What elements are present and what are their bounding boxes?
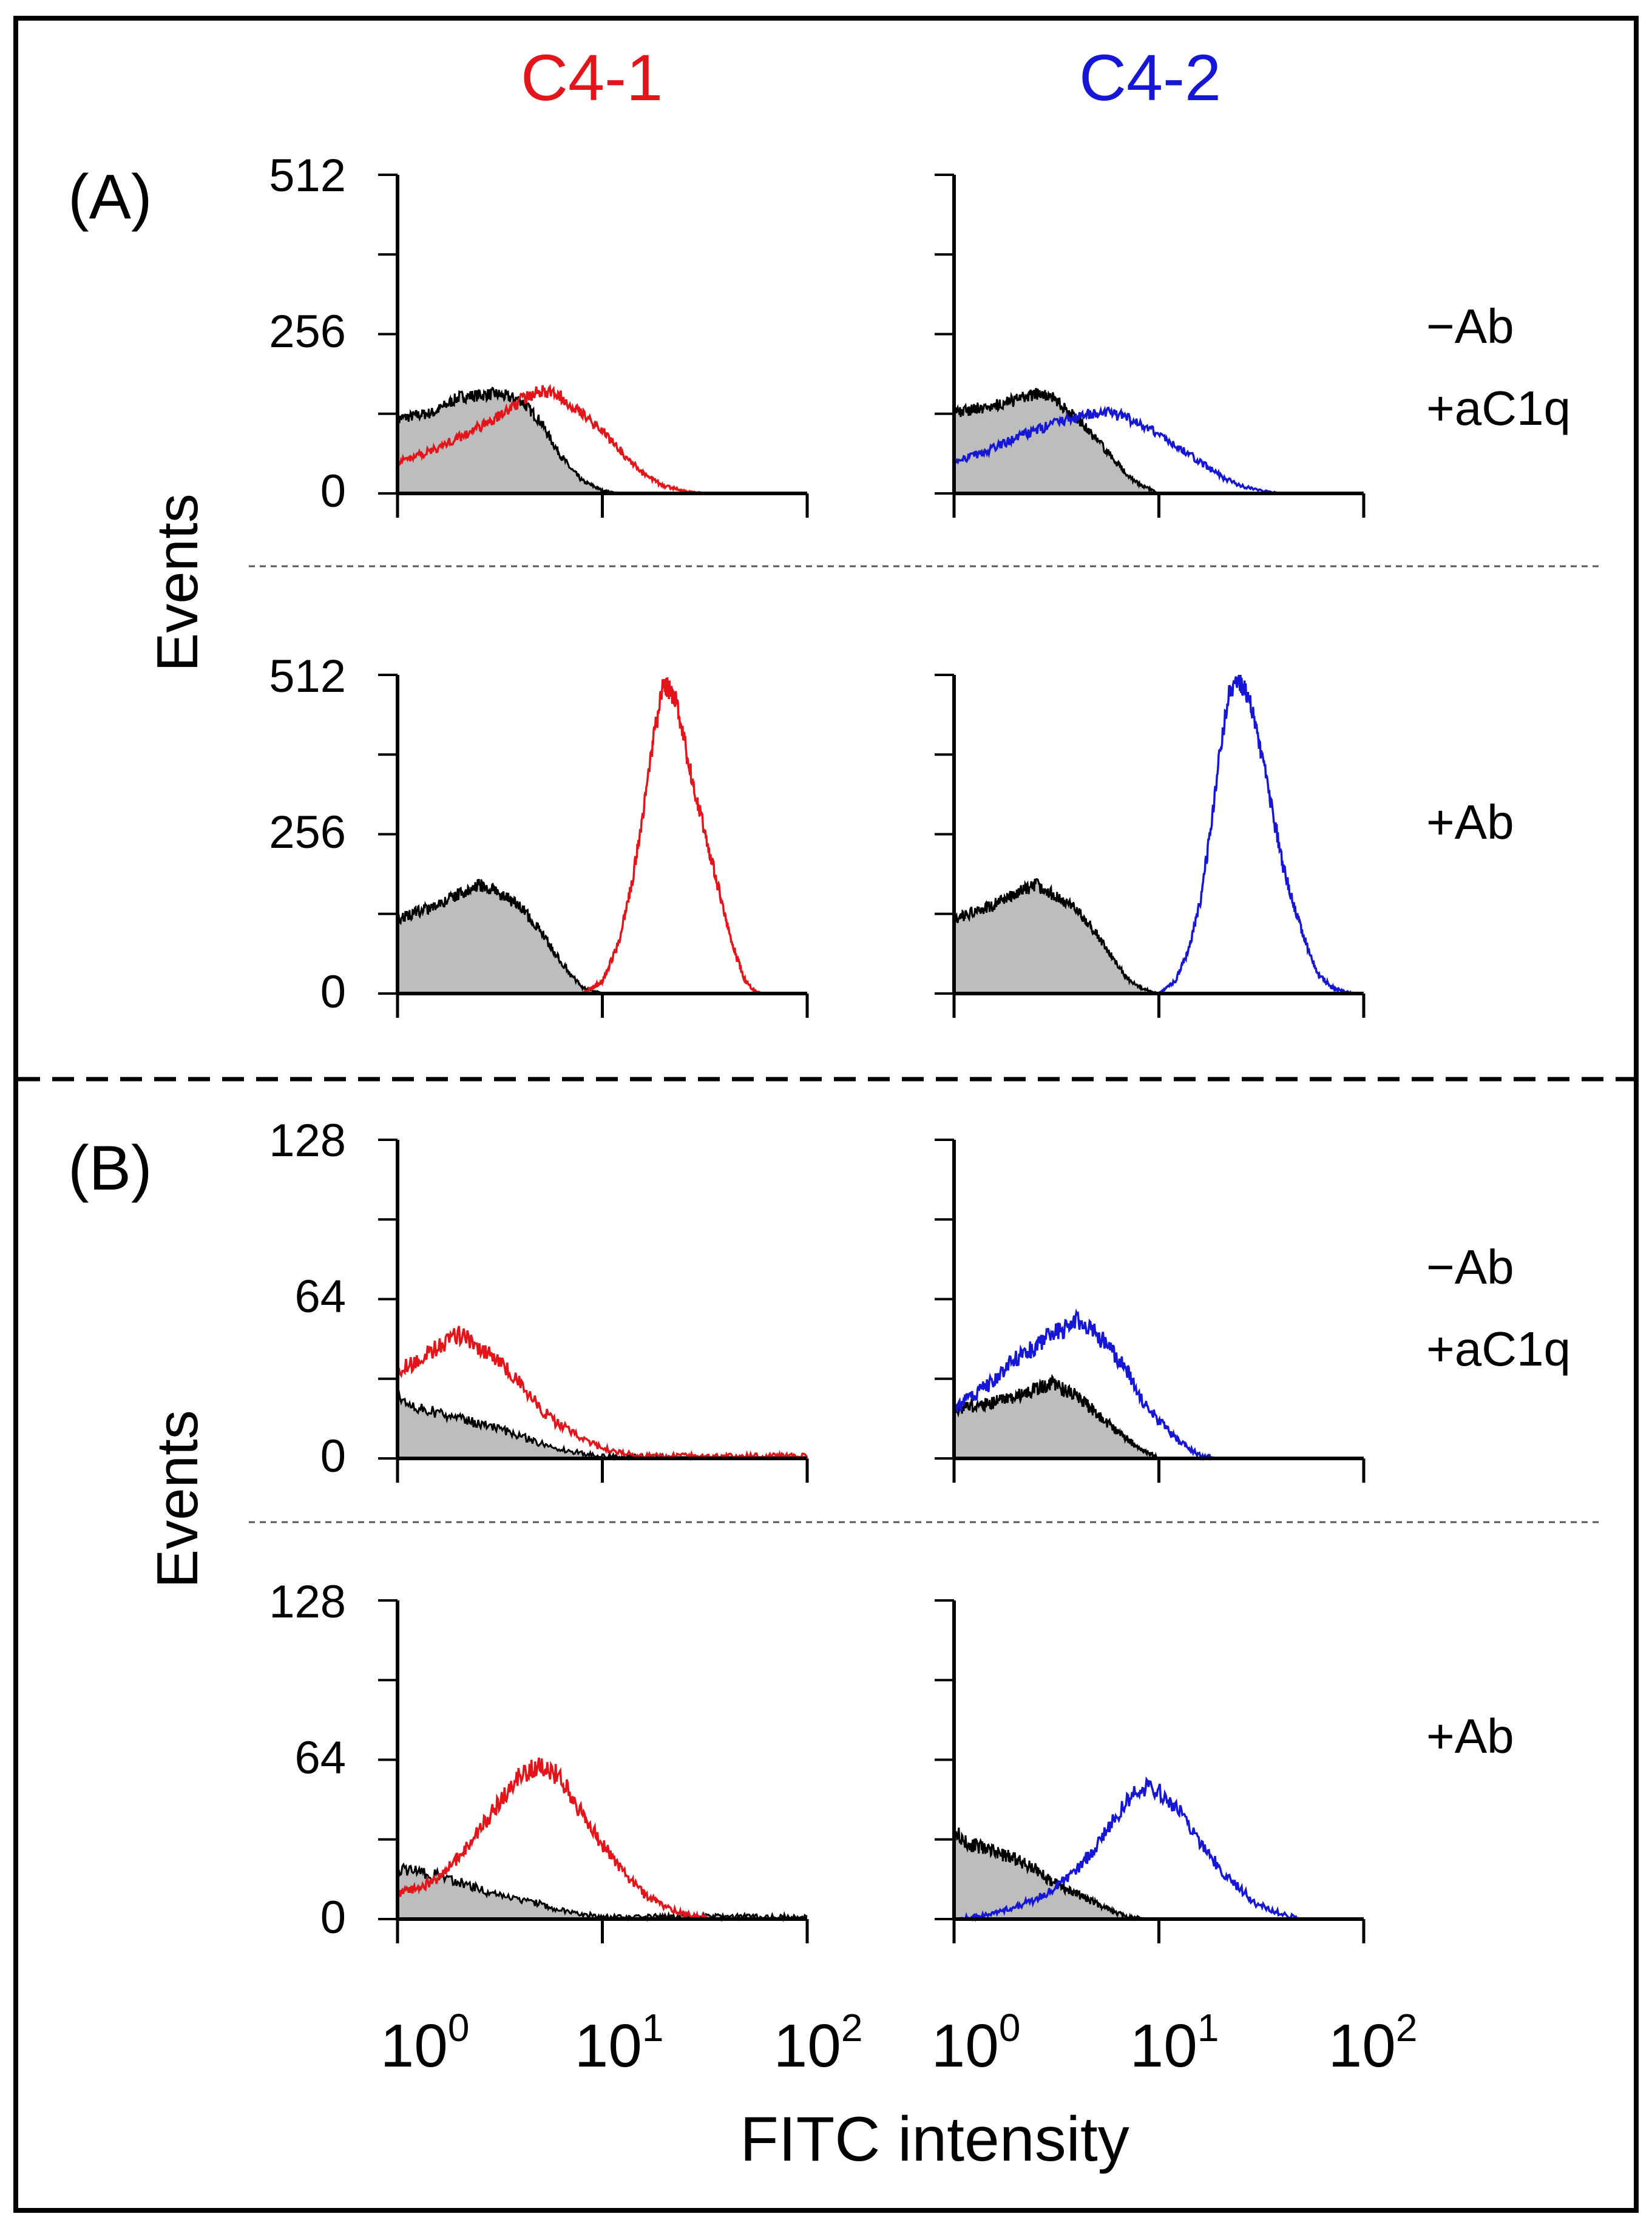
- x-tick-label-c4-1-1e0: 100: [381, 2006, 470, 2080]
- condition-label-a-top-line1: −Ab: [1426, 299, 1514, 353]
- condition-label-b-top-line2: +aC1q: [1426, 1322, 1571, 1376]
- y-tick-label-a-top-512: 512: [269, 150, 346, 201]
- sample-histogram-line-c4-2: [953, 405, 1282, 495]
- y-tick-label-a-bottom-0: 0: [320, 966, 346, 1018]
- y-tick-label-a-bottom-512: 512: [269, 651, 346, 702]
- histogram-b-plus-ab-c4-1: [378, 1599, 809, 1943]
- control-histogram-fill: [398, 1864, 807, 1919]
- x-tick-base: 10: [381, 2012, 448, 2080]
- x-tick-exp: 2: [1396, 2006, 1418, 2050]
- x-tick-exp: 1: [1197, 2006, 1219, 2050]
- x-axis-title: FITC intensity: [740, 2104, 1129, 2175]
- y-tick-label-b-bottom-128: 128: [269, 1576, 346, 1628]
- x-tick-base: 10: [774, 2012, 841, 2080]
- x-tick-label-c4-1-1e1: 101: [575, 2006, 664, 2080]
- x-tick-label-c4-1-1e2: 102: [774, 2006, 863, 2080]
- y-tick-label-b-bottom-0: 0: [320, 1892, 346, 1943]
- control-histogram-line: [953, 878, 1159, 995]
- histogram-a-plus-ab-c4-1: [378, 674, 809, 1018]
- y-tick-label-a-bottom-256: 256: [269, 807, 346, 858]
- x-tick-exp: 0: [448, 2006, 470, 2050]
- histogram-b-minus-ab-plus-ac1q-c4-2: [935, 1139, 1366, 1483]
- sample-histogram-line-c4-1: [582, 677, 762, 995]
- control-histogram-fill: [954, 878, 1159, 994]
- control-histogram-line: [953, 1373, 1160, 1460]
- x-tick-label-c4-2-1e1: 101: [1130, 2006, 1219, 2080]
- x-tick-exp: 0: [999, 2006, 1021, 2050]
- y-tick-label-a-top-256: 256: [269, 306, 346, 357]
- y-axis-title-b: Events: [145, 1410, 210, 1588]
- x-tick-label-c4-2-1e2: 102: [1329, 2006, 1418, 2080]
- column-title-c4-1: C4-1: [521, 41, 663, 114]
- control-histogram-fill: [398, 1390, 807, 1458]
- control-histogram-line: [953, 388, 1160, 495]
- histogram-b-plus-ab-c4-2: [935, 1599, 1366, 1943]
- panel-label-a: (A): [68, 162, 152, 232]
- y-tick-label-b-top-64: 64: [294, 1271, 346, 1322]
- x-tick-base: 10: [932, 2012, 999, 2080]
- panel-label-b: (B): [68, 1133, 152, 1204]
- control-histogram-fill: [954, 388, 1159, 493]
- condition-label-a-bottom: +Ab: [1426, 795, 1514, 849]
- histogram-a-minus-ab-plus-ac1q-c4-2: [935, 174, 1366, 518]
- y-axis-title-a: Events: [145, 493, 210, 671]
- sample-histogram-line-c4-2: [953, 1776, 1302, 1923]
- y-tick-label-a-top-0: 0: [320, 466, 346, 517]
- sample-histogram-line-c4-1: [396, 384, 706, 495]
- histogram-plots: [378, 174, 1366, 1943]
- y-tick-label-b-top-128: 128: [269, 1115, 346, 1166]
- y-tick-label-b-bottom-64: 64: [294, 1732, 346, 1784]
- x-tick-exp: 1: [642, 2006, 664, 2050]
- sample-histogram-line-c4-1: [396, 1757, 714, 1921]
- condition-label-a-top-line2: +aC1q: [1426, 381, 1571, 435]
- condition-label-b-top-line1: −Ab: [1426, 1240, 1514, 1294]
- x-tick-base: 10: [1329, 2012, 1396, 2080]
- y-tick-label-b-top-0: 0: [320, 1431, 346, 1482]
- control-histogram-line: [396, 879, 603, 995]
- control-histogram-fill: [398, 388, 619, 493]
- sample-histogram-line-c4-2: [1157, 674, 1355, 996]
- condition-label-b-bottom: +Ab: [1426, 1709, 1514, 1763]
- histogram-a-minus-ab-plus-ac1q-c4-1: [378, 174, 809, 518]
- x-tick-exp: 2: [841, 2006, 863, 2050]
- figure-frame: [13, 16, 1639, 2213]
- histogram-b-minus-ab-plus-ac1q-c4-1: [378, 1139, 809, 1483]
- sample-histogram-line-c4-2: [953, 1308, 1221, 1461]
- column-title-c4-2: C4-2: [1079, 41, 1221, 114]
- x-tick-base: 10: [575, 2012, 642, 2080]
- x-tick-label-c4-2-1e0: 100: [932, 2006, 1021, 2080]
- control-histogram-line: [953, 1827, 1159, 1922]
- control-histogram-fill: [398, 879, 603, 994]
- x-tick-base: 10: [1130, 2012, 1197, 2080]
- histogram-a-plus-ab-c4-2: [935, 674, 1366, 1018]
- control-histogram-line: [396, 386, 619, 495]
